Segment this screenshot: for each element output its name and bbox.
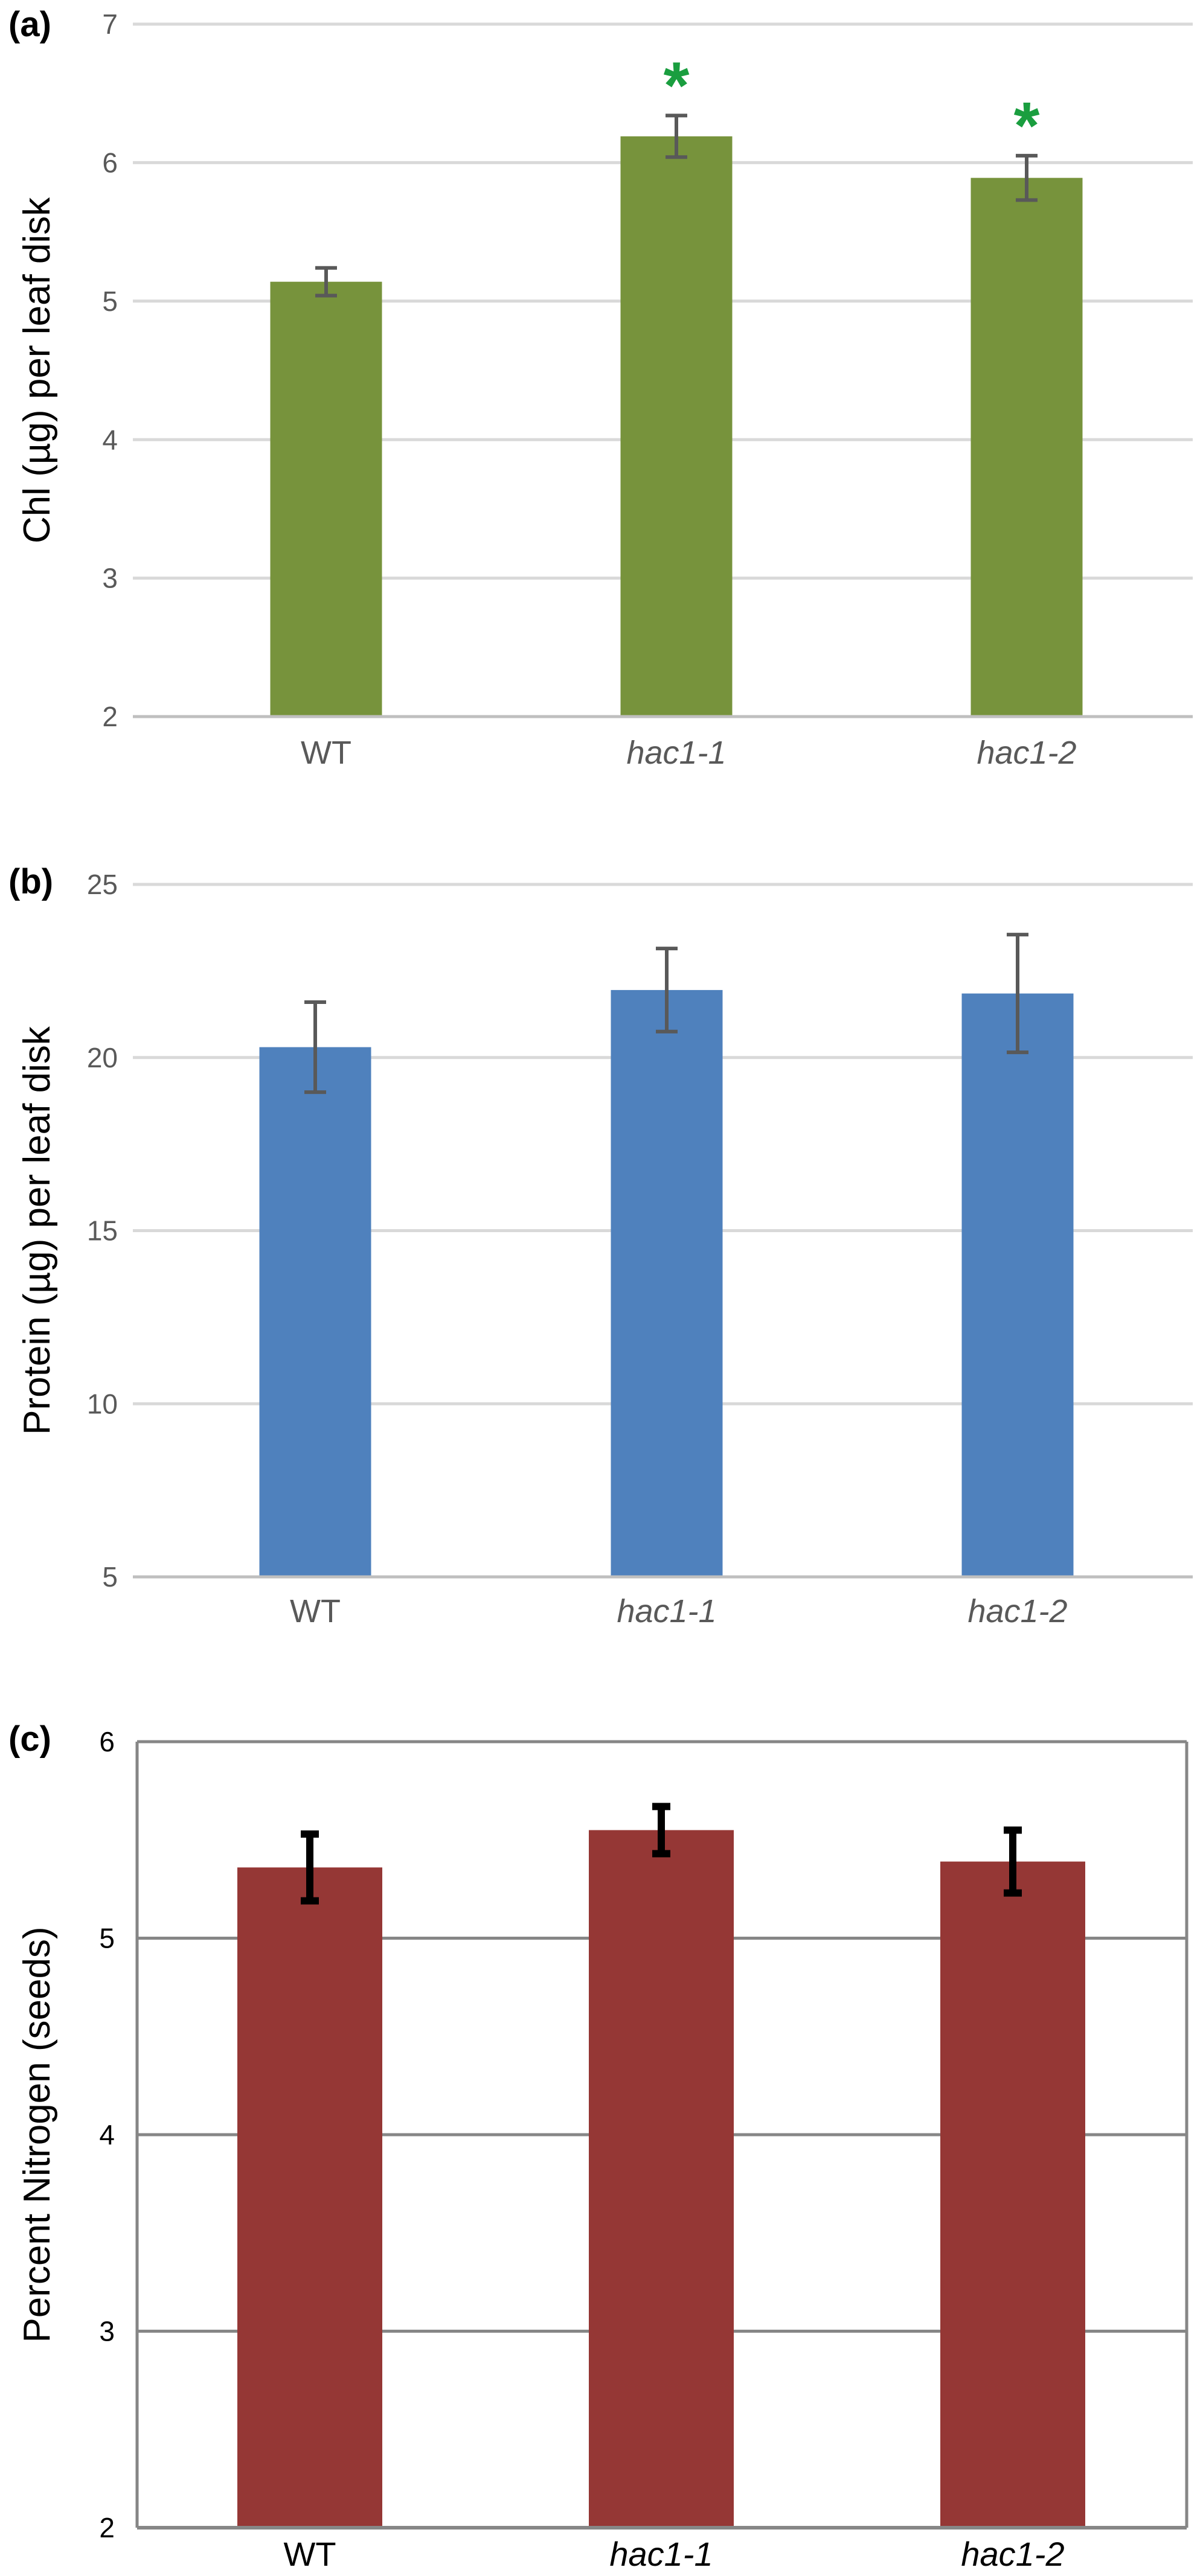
y-tick-label: 3 [99,2316,115,2347]
y-tick-label: 10 [87,1388,118,1419]
error-bar-hac1-2 [1007,933,1028,1055]
y-tick-label: 25 [87,869,118,900]
chart-panel-3: 2 3 4 5 6 WT hac1-1 hac1-2 Percent Nitrogen (see… [8,1719,1189,2573]
error-bar-hac1-1 [666,113,687,159]
y-tick-label: 7 [102,8,118,40]
x-category-label: hac1-1 [617,1593,716,1629]
x-category-label: hac1-2 [977,735,1076,771]
error-bar-hac1-1 [652,1803,670,1858]
y-tick-label: 3 [102,563,118,594]
y-tick-label: 6 [99,1726,115,1757]
y-axis-title: Chl (µg) per leaf disk [16,197,58,543]
x-category-label: WT [290,1593,341,1629]
y-tick-label: 6 [102,147,118,179]
significance-marker: * [1014,89,1040,163]
y-axis-title: Percent Nitrogen (seeds) [16,1926,58,2342]
x-category-label: WT [301,735,351,771]
bar-hac1-1 [589,1830,734,2528]
y-tick-label: 5 [102,1561,118,1593]
y-tick-label: 5 [102,286,118,317]
x-category-label: hac1-1 [626,735,726,771]
bar-hac1-1 [620,136,733,717]
y-axis-title: Protein (µg) per leaf disk [16,1026,58,1435]
error-bar-hac1-2 [1016,153,1038,202]
y-tick-label: 15 [87,1215,118,1247]
significance-marker: * [664,48,690,123]
error-bar-WT [304,1000,326,1095]
bar-hac1-1 [611,989,723,1577]
y-tick-label: 4 [102,424,118,455]
y-tick-label: 4 [99,2119,115,2150]
bar-hac1-2 [970,177,1083,717]
bar-WT [259,1047,371,1577]
x-category-label: hac1-2 [961,2535,1064,2573]
error-bar-WT [315,266,337,298]
panel-label: (c) [8,1719,51,1759]
x-category-label: hac1-1 [609,2535,713,2573]
chart-panel-2: 5 10 15 20 25 WT hac1-1 hac1-2 Protein (µg) per … [8,862,1193,1629]
error-bar-WT [301,1830,319,1905]
bar-WT [270,281,382,717]
x-category-label: hac1-2 [967,1593,1067,1629]
error-bar-hac1-2 [1004,1826,1022,1897]
panel-label: (b) [8,862,53,901]
error-bar-hac1-1 [656,947,678,1034]
chart-panel-1: 2 3 4 5 6 7 WT * hac1-1 * hac1-2 Chl (µg) per leaf … [8,5,1193,771]
panel-label: (a) [8,5,51,44]
y-tick-label: 20 [87,1042,118,1073]
bar-WT [237,1867,382,2528]
x-category-label: WT [283,2535,336,2573]
y-tick-label: 2 [102,701,118,732]
bar-hac1-2 [961,993,1074,1577]
bar-hac1-2 [940,1861,1085,2528]
y-tick-label: 5 [99,1923,115,1954]
y-tick-label: 2 [99,2512,115,2543]
